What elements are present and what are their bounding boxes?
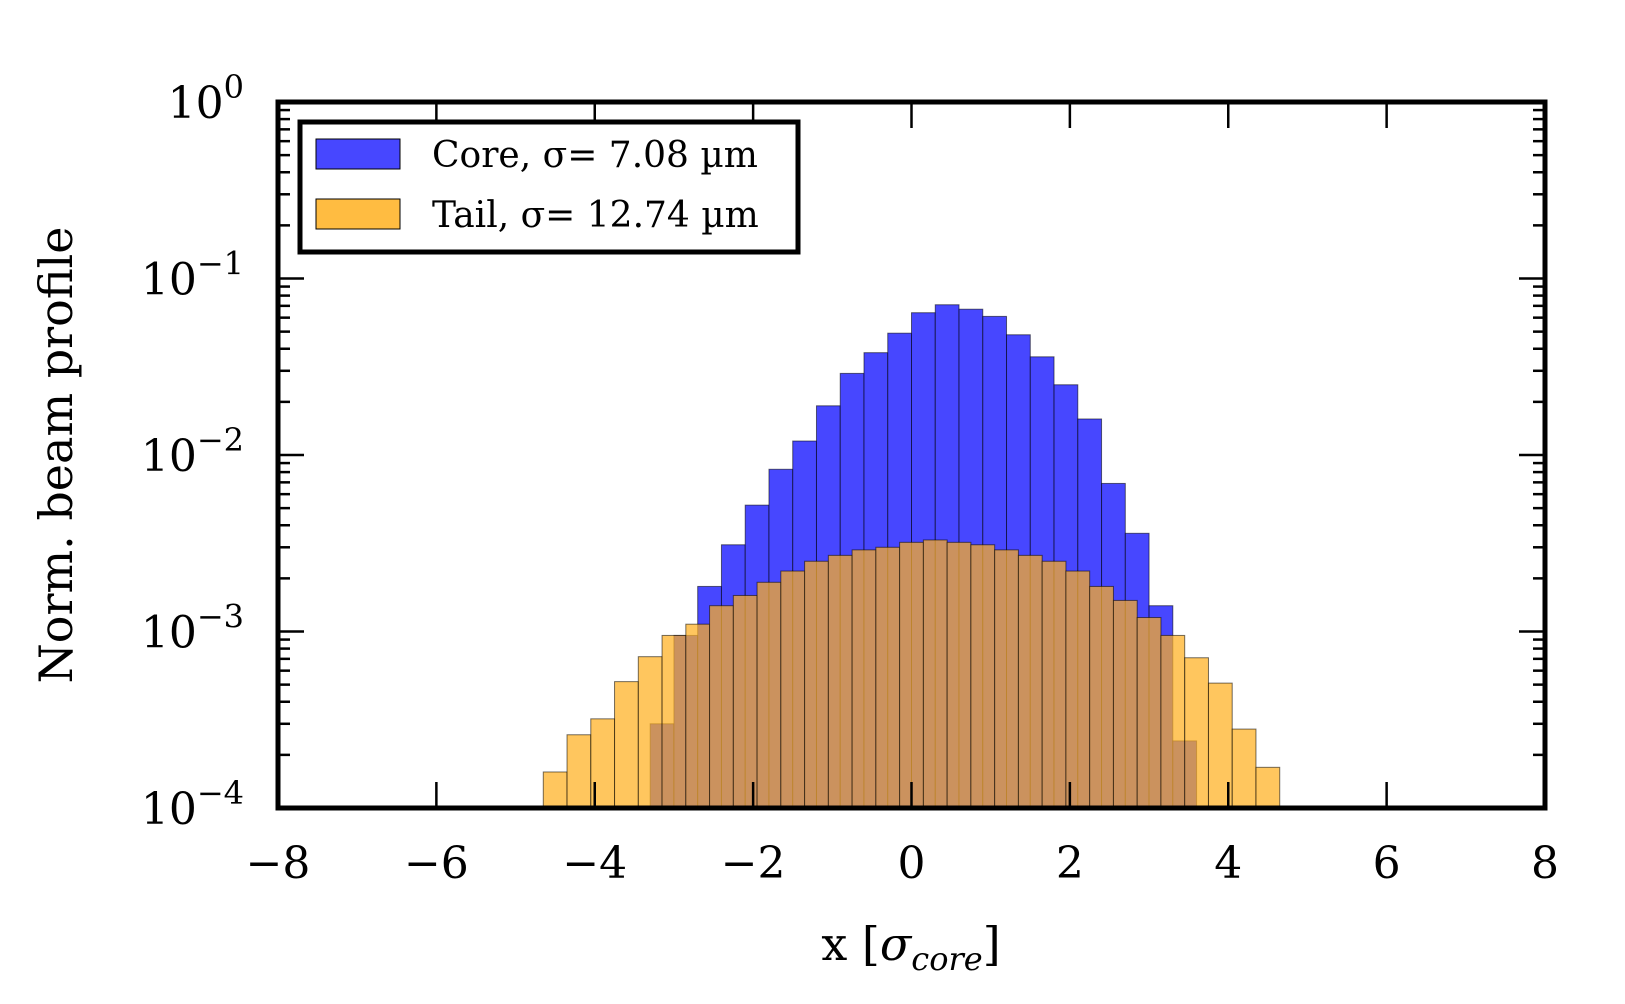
plot-frame [275, 99, 1548, 811]
x-axis-label-main: x [ [821, 917, 880, 971]
x-axis-label: x [σcore] [821, 917, 1000, 978]
tail-bar [922, 539, 948, 809]
tail-bar [804, 560, 829, 809]
tail-bar [542, 771, 568, 809]
y-tick-labels: 100 10−1 10−2 10−3 10−4 [141, 68, 244, 835]
x-tick-label: −2 [721, 838, 786, 889]
tail-bar [1112, 599, 1138, 809]
x-axis-label-end: ] [983, 917, 1001, 971]
tail-bar [756, 581, 782, 809]
x-tick-label: −4 [562, 838, 627, 889]
tail-bar [970, 544, 996, 809]
tail-bar [899, 541, 924, 809]
tail-bar [1255, 766, 1281, 809]
x-tick-label: −6 [404, 838, 469, 889]
x-tick-labels: −8 −6 −4 −2 0 2 4 6 8 [246, 838, 1559, 889]
tail-bar [1184, 657, 1209, 809]
tail-bar [946, 541, 972, 809]
x-tick-label: 8 [1531, 838, 1559, 889]
x-axis-label-sigma: σ [880, 917, 913, 971]
x-axis-label-sub: core [911, 940, 982, 978]
x-tick-label: −8 [246, 838, 311, 889]
tail-bar [566, 734, 592, 809]
tail-bar [1017, 554, 1043, 809]
tail-series-bars [542, 539, 1281, 809]
tail-bar [875, 546, 901, 809]
tail-bar [685, 623, 711, 809]
tail-bar [1065, 570, 1091, 809]
tail-bar [1231, 728, 1257, 809]
x-tick-label: 2 [1056, 838, 1084, 889]
tail-bar [732, 594, 758, 809]
legend-core-swatch [315, 138, 401, 170]
y-tick-label: 100 [168, 68, 244, 129]
tail-bar [1089, 585, 1114, 809]
tail-bar [851, 549, 877, 809]
x-tick-label: 4 [1214, 838, 1242, 889]
tail-bar [827, 554, 853, 809]
tail-bar [1136, 617, 1162, 809]
legend-tail-swatch [315, 198, 401, 230]
tail-bar [1160, 634, 1186, 809]
x-tick-label: 0 [898, 838, 926, 889]
tail-bar [994, 549, 1019, 809]
tail-bar [780, 570, 806, 809]
tail-bar [661, 634, 687, 809]
tail-bar [637, 656, 663, 809]
y-tick-label: 10−1 [141, 245, 244, 306]
y-tick-label: 10−4 [141, 774, 244, 835]
tail-bar [709, 605, 734, 809]
tail-bar [1041, 560, 1067, 809]
x-tick-label: 6 [1373, 838, 1401, 889]
legend: Core, σ= 7.08 µm Tail, σ= 12.74 µm [297, 119, 801, 255]
y-axis-label: Norm. beam profile [29, 227, 83, 684]
y-tick-label: 10−2 [141, 421, 244, 482]
y-tick-label: 10−3 [141, 598, 244, 659]
legend-tail-label: Tail, σ= 12.74 µm [432, 195, 759, 236]
tail-bar [614, 681, 639, 809]
legend-core-label: Core, σ= 7.08 µm [432, 135, 758, 176]
